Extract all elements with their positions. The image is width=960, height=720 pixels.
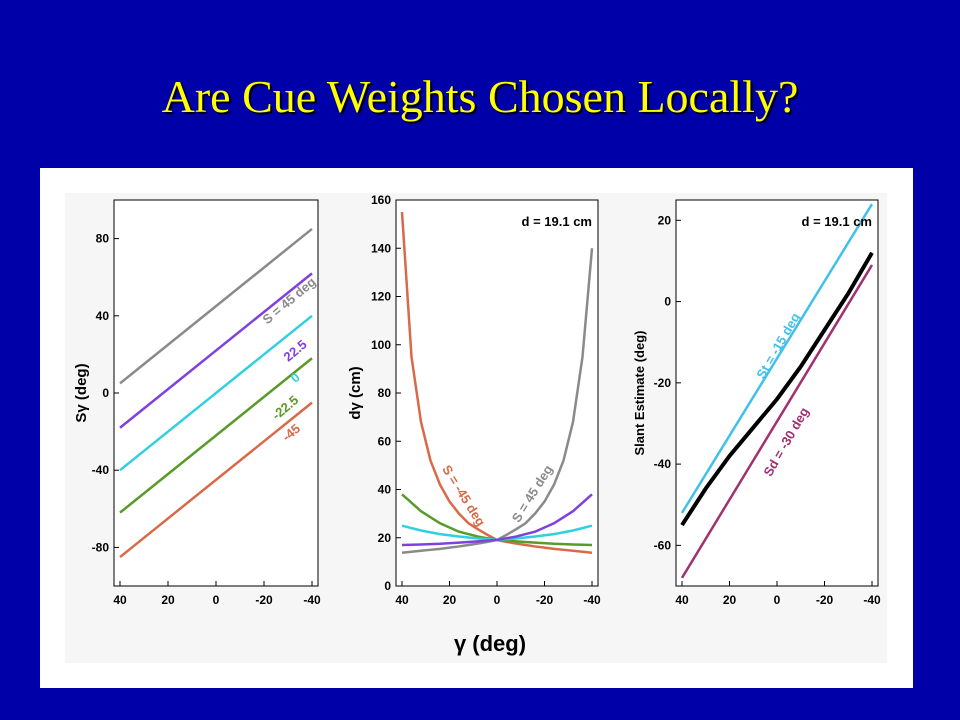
y-tick-label: -40 bbox=[654, 457, 672, 471]
y-tick-label: -80 bbox=[92, 540, 110, 554]
chart-middle-frame bbox=[395, 199, 599, 587]
x-tick-label: -20 bbox=[816, 593, 834, 607]
series-line bbox=[119, 314, 313, 472]
y-tick-label: 100 bbox=[371, 338, 391, 352]
y-tick-label: -20 bbox=[654, 376, 672, 390]
x-tick-label: 20 bbox=[723, 593, 737, 607]
x-tick-label: 40 bbox=[113, 593, 127, 607]
y-tick-label: -60 bbox=[654, 538, 672, 552]
x-tick-label: -40 bbox=[863, 593, 881, 607]
y-tick-label: 0 bbox=[664, 295, 671, 309]
chart-left-ticks: 40 20 0 -20 -40 80 40 0 -40 -80 bbox=[92, 232, 321, 607]
x-tick-label: 0 bbox=[494, 593, 501, 607]
series-line bbox=[119, 357, 313, 514]
series-line bbox=[119, 401, 313, 559]
x-tick-label: 0 bbox=[774, 593, 781, 607]
chart-middle-annotation: d = 19.1 cm bbox=[522, 214, 592, 229]
y-tick-label: 20 bbox=[378, 531, 392, 545]
y-tick-label: 80 bbox=[378, 386, 392, 400]
x-tick-label: -40 bbox=[583, 593, 601, 607]
chart-right-lines bbox=[680, 203, 874, 579]
chart-middle-lines bbox=[400, 211, 594, 554]
x-tick-label: 20 bbox=[161, 593, 175, 607]
series-line bbox=[680, 264, 874, 579]
chart-left-ylabel: Sγ (deg) bbox=[73, 363, 90, 422]
y-tick-label: 160 bbox=[371, 193, 391, 207]
y-tick-label: 40 bbox=[378, 483, 392, 497]
series-line bbox=[401, 493, 593, 547]
chart-middle-ylabel: dγ (cm) bbox=[347, 366, 364, 419]
slide-title: Are Cue Weights Chosen Locally? bbox=[161, 71, 799, 122]
y-tick-label: -40 bbox=[92, 463, 110, 477]
x-tick-label: 0 bbox=[213, 593, 220, 607]
series-line bbox=[680, 251, 874, 527]
y-tick-label: 40 bbox=[96, 309, 110, 323]
x-tick-label: -20 bbox=[255, 593, 273, 607]
chart-middle: 40 20 0 -20 -40 160 140 120 100 80 60 40 20 0 d = 19.… bbox=[347, 193, 601, 607]
series-line bbox=[119, 272, 313, 429]
chart-middle-ticks: 40 20 0 -20 -40 160 140 120 100 80 60 40 20 0 bbox=[371, 193, 601, 607]
y-tick-label: 20 bbox=[658, 213, 672, 227]
chart-left-lines bbox=[119, 227, 313, 559]
x-tick-label: 40 bbox=[675, 593, 689, 607]
chart-right-ticks: 40 20 0 -20 -40 20 0 -20 -40 -60 bbox=[654, 213, 881, 607]
series-line bbox=[119, 227, 313, 385]
x-tick-label: 40 bbox=[395, 593, 409, 607]
x-tick-label: -20 bbox=[536, 593, 554, 607]
y-tick-label: 0 bbox=[102, 386, 109, 400]
x-tick-label: -40 bbox=[303, 593, 321, 607]
x-tick-label: 20 bbox=[443, 593, 457, 607]
chart-right-annotation: d = 19.1 cm bbox=[802, 214, 872, 229]
chart-right-ylabel: Slant Estimate (deg) bbox=[632, 331, 647, 456]
y-tick-label: 0 bbox=[384, 579, 391, 593]
y-tick-label: 80 bbox=[96, 232, 110, 246]
y-tick-label: 60 bbox=[378, 434, 392, 448]
shared-xlabel: γ (deg) bbox=[454, 631, 526, 656]
chart-right-frame bbox=[675, 199, 879, 587]
series-line bbox=[680, 203, 874, 514]
y-tick-label: 140 bbox=[371, 241, 391, 255]
y-tick-label: 120 bbox=[371, 290, 391, 304]
